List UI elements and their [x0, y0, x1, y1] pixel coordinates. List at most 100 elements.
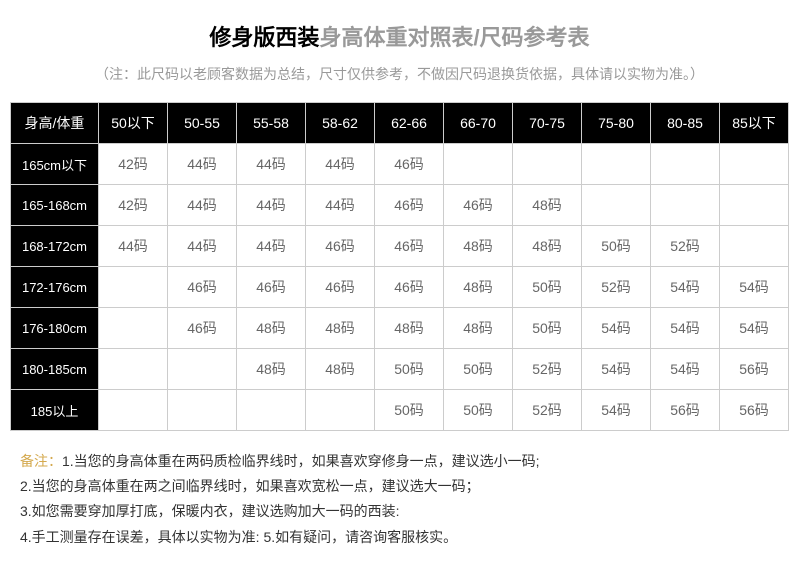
- cell: 42码: [99, 185, 168, 226]
- cell: 48码: [237, 349, 306, 390]
- header-col: 50以下: [99, 103, 168, 144]
- cell: 50码: [513, 267, 582, 308]
- notes-section: 备注：1.当您的身高体重在两码质检临界线时，如果喜欢穿修身一点，建议选小一码; 2…: [10, 449, 789, 550]
- row-label: 172-176cm: [11, 267, 99, 308]
- cell: 54码: [651, 267, 720, 308]
- cell: 48码: [444, 226, 513, 267]
- table-row: 180-185cm48码48码50码50码52码54码54码56码: [11, 349, 789, 390]
- cell: [651, 185, 720, 226]
- cell: 50码: [513, 308, 582, 349]
- cell: 44码: [168, 185, 237, 226]
- cell: 46码: [375, 267, 444, 308]
- cell: [513, 144, 582, 185]
- cell: 56码: [651, 390, 720, 431]
- cell: [651, 144, 720, 185]
- table-row: 172-176cm46码46码46码46码48码50码52码54码54码: [11, 267, 789, 308]
- title-sub: 身高体重对照表/尺码参考表: [319, 25, 589, 50]
- notes-label: 备注：: [20, 453, 62, 469]
- cell: [720, 185, 789, 226]
- cell: 46码: [168, 267, 237, 308]
- cell: 44码: [306, 185, 375, 226]
- header-col: 75-80: [582, 103, 651, 144]
- cell: 54码: [582, 390, 651, 431]
- notes-line: 3.如您需要穿加厚打底，保暖内衣，建议选购加大一码的西装:: [20, 503, 400, 519]
- cell: 52码: [513, 349, 582, 390]
- title-container: 修身版西装身高体重对照表/尺码参考表: [10, 20, 789, 52]
- cell: 48码: [444, 267, 513, 308]
- title-main: 修身版西装: [209, 25, 319, 50]
- cell: 54码: [720, 308, 789, 349]
- cell: 54码: [582, 349, 651, 390]
- cell: [99, 390, 168, 431]
- cell: 48码: [444, 308, 513, 349]
- notes-line: 2.当您的身高体重在两之间临界线时，如果喜欢宽松一点，建议选大一码；: [20, 478, 480, 494]
- cell: [306, 390, 375, 431]
- cell: [582, 185, 651, 226]
- cell: 52码: [582, 267, 651, 308]
- notes-line: 4.手工测量存在误差，具体以实物为准: 5.如有疑问，请咨询客服核实。: [20, 529, 457, 545]
- cell: 54码: [582, 308, 651, 349]
- cell: [99, 267, 168, 308]
- notes-line: 1.当您的身高体重在两码质检临界线时，如果喜欢穿修身一点，建议选小一码;: [62, 453, 540, 469]
- cell: [99, 308, 168, 349]
- table-row: 165cm以下42码44码44码44码46码: [11, 144, 789, 185]
- row-label: 165-168cm: [11, 185, 99, 226]
- cell: 48码: [306, 349, 375, 390]
- row-label: 180-185cm: [11, 349, 99, 390]
- cell: 46码: [375, 144, 444, 185]
- cell: 48码: [513, 185, 582, 226]
- table-row: 185以上50码50码52码54码56码56码: [11, 390, 789, 431]
- cell: 44码: [306, 144, 375, 185]
- cell: 50码: [375, 349, 444, 390]
- cell: 48码: [306, 308, 375, 349]
- header-col: 55-58: [237, 103, 306, 144]
- cell: [237, 390, 306, 431]
- header-col: 70-75: [513, 103, 582, 144]
- cell: 44码: [237, 144, 306, 185]
- cell: 54码: [651, 349, 720, 390]
- row-label: 168-172cm: [11, 226, 99, 267]
- cell: 52码: [651, 226, 720, 267]
- cell: 48码: [375, 308, 444, 349]
- cell: 46码: [375, 226, 444, 267]
- header-col: 58-62: [306, 103, 375, 144]
- cell: 56码: [720, 349, 789, 390]
- cell: 48码: [513, 226, 582, 267]
- cell: 48码: [237, 308, 306, 349]
- cell: 46码: [306, 267, 375, 308]
- notes-items: 1.当您的身高体重在两码质检临界线时，如果喜欢穿修身一点，建议选小一码; 2.当您…: [20, 453, 540, 545]
- cell: [168, 349, 237, 390]
- cell: 46码: [237, 267, 306, 308]
- header-col: 85以下: [720, 103, 789, 144]
- row-label: 176-180cm: [11, 308, 99, 349]
- cell: 44码: [168, 226, 237, 267]
- header-col: 80-85: [651, 103, 720, 144]
- cell: 50码: [444, 390, 513, 431]
- row-label: 165cm以下: [11, 144, 99, 185]
- header-label: 身高/体重: [11, 103, 99, 144]
- table-row: 165-168cm42码44码44码44码46码46码48码: [11, 185, 789, 226]
- table-row: 168-172cm44码44码44码46码46码48码48码50码52码: [11, 226, 789, 267]
- cell: 50码: [444, 349, 513, 390]
- cell: [720, 226, 789, 267]
- cell: 44码: [237, 185, 306, 226]
- subtitle: （注：此尺码以老顾客数据为总结，尺寸仅供参考，不做因尺码退换货依据，具体请以实物…: [10, 64, 789, 84]
- table-row: 176-180cm46码48码48码48码48码50码54码54码54码: [11, 308, 789, 349]
- cell: 44码: [168, 144, 237, 185]
- cell: 46码: [168, 308, 237, 349]
- cell: 50码: [375, 390, 444, 431]
- cell: [582, 144, 651, 185]
- cell: 54码: [720, 267, 789, 308]
- cell: 44码: [99, 226, 168, 267]
- cell: [99, 349, 168, 390]
- header-col: 50-55: [168, 103, 237, 144]
- cell: 46码: [375, 185, 444, 226]
- size-table: 身高/体重50以下50-5555-5858-6262-6666-7070-757…: [10, 102, 789, 431]
- cell: 52码: [513, 390, 582, 431]
- cell: 46码: [306, 226, 375, 267]
- table-body: 165cm以下42码44码44码44码46码165-168cm42码44码44码…: [11, 144, 789, 431]
- table-header-row: 身高/体重50以下50-5555-5858-6262-6666-7070-757…: [11, 103, 789, 144]
- cell: 42码: [99, 144, 168, 185]
- header-col: 66-70: [444, 103, 513, 144]
- row-label: 185以上: [11, 390, 99, 431]
